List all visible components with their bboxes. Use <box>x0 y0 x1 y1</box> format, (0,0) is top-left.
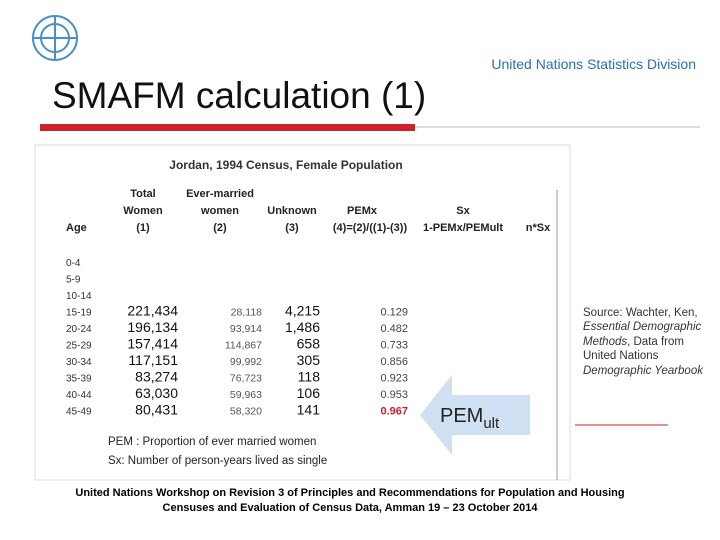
cell: 106 <box>297 385 321 401</box>
column-header: (2) <box>213 222 227 234</box>
cell: 99,992 <box>230 356 262 368</box>
cell: 221,434 <box>127 303 178 319</box>
cell: 63,030 <box>135 385 178 401</box>
footer-line: United Nations Workshop on Revision 3 of… <box>75 487 624 499</box>
column-header: Ever-married <box>186 188 254 200</box>
cell: 59,963 <box>230 389 262 401</box>
cell: 83,274 <box>135 369 178 385</box>
footer: United Nations Workshop on Revision 3 of… <box>75 487 624 514</box>
callout: PEMult <box>440 405 500 432</box>
row-label: 25-29 <box>66 341 92 352</box>
cell: 0.129 <box>380 307 408 319</box>
row-label: 0-4 <box>66 258 81 269</box>
column-header: PEMx <box>347 205 378 217</box>
cell: 0.923 <box>380 373 408 385</box>
column-header: (1) <box>136 222 150 234</box>
cell: 0.856 <box>380 356 408 368</box>
cell: 0.733 <box>380 340 408 352</box>
slide-title: SMAFM calculation (1) <box>52 75 426 116</box>
cell: 117,151 <box>128 352 178 368</box>
row-label: 10-14 <box>66 291 92 302</box>
callout-arrow <box>420 375 530 455</box>
cell: 196,134 <box>127 319 178 335</box>
cell: 1,486 <box>285 319 320 335</box>
row-label: 30-34 <box>66 357 92 368</box>
cell: 141 <box>297 402 321 418</box>
row-label: 35-39 <box>66 374 92 385</box>
table-title: Jordan, 1994 Census, Female Population <box>169 158 402 172</box>
row-label: 15-19 <box>66 308 92 319</box>
column-header: Unknown <box>267 205 317 217</box>
source-part: Essential Demographic Methods <box>583 321 702 348</box>
row-label: 40-44 <box>66 390 92 401</box>
table: Age Total Women (1) Ever-married women (2) Unkn… <box>66 188 551 467</box>
cell: 0.967 <box>380 406 408 418</box>
source-part: Source: Wachter, Ken, <box>583 307 698 319</box>
cell: 658 <box>297 336 321 352</box>
cell: 58,320 <box>230 406 262 418</box>
accent-bar <box>40 124 415 131</box>
column-header: Sx <box>456 205 470 217</box>
column-header: Women <box>123 205 163 217</box>
cell: 80,431 <box>135 402 178 418</box>
column-header: n*Sx <box>526 222 551 234</box>
cell: 118 <box>298 369 321 385</box>
cell: 305 <box>297 352 321 368</box>
column-header: (4)=(2)/((1)-(3)) <box>333 222 408 234</box>
cell: 0.482 <box>380 323 408 335</box>
column-header: 1-PEMx/PEMult <box>423 222 503 234</box>
row-label: 45-49 <box>66 407 92 418</box>
callout-subscript: ult <box>483 415 500 432</box>
cell: 28,118 <box>231 307 262 319</box>
column-header: (3) <box>285 222 299 234</box>
cell: 4,215 <box>285 303 320 319</box>
organization: United Nations Statistics Division <box>491 56 696 72</box>
row-label: 5-9 <box>66 275 81 286</box>
source: Source: Wachter, Ken, Essential Demograp… <box>583 306 703 378</box>
table-note: Sx: Number of person-years lived as sing… <box>108 455 327 467</box>
source-part: , Data from United Nations <box>583 335 684 363</box>
cell: 76,723 <box>230 373 262 385</box>
callout-text: PEM <box>440 405 483 427</box>
un-logo <box>32 15 78 61</box>
column-header: women <box>200 205 239 217</box>
table-note: PEM : Proportion of ever married women <box>108 436 316 448</box>
source-part: Demographic Yearbook <box>583 364 703 377</box>
footer-line: Censuses and Evaluation of Census Data, … <box>163 502 539 514</box>
row-label: 20-24 <box>66 324 92 335</box>
cell: 0.953 <box>380 389 408 401</box>
cell: 93,914 <box>230 323 262 335</box>
column-header: Age <box>66 222 87 234</box>
column-header: Total <box>130 188 155 200</box>
cell: 157,414 <box>127 336 178 352</box>
cell: 114,867 <box>225 340 262 352</box>
